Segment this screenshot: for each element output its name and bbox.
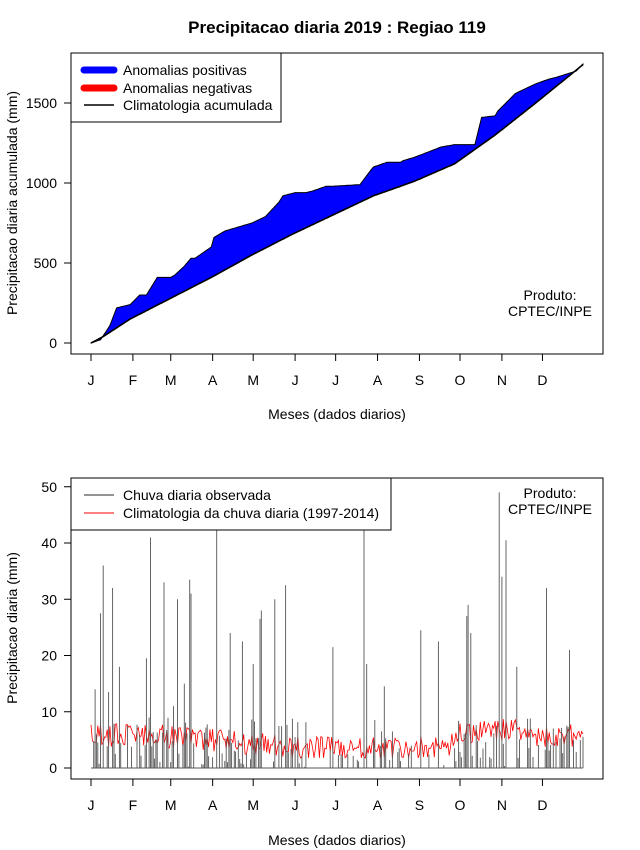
legend-label-daily-climatology: Climatologia da chuva diaria (1997-2014) [123, 505, 379, 521]
x-tick-label: N [497, 797, 507, 813]
x-tick-label: O [455, 372, 466, 388]
x-tick-label: F [129, 797, 138, 813]
x-tick-label: J [332, 797, 339, 813]
x-tick-label: A [373, 372, 383, 388]
x-tick-label: M [247, 372, 259, 388]
top-product-label: Produto: [524, 287, 577, 303]
x-tick-label: J [88, 372, 95, 388]
y-tick-label: 40 [41, 535, 57, 551]
bottom-y-axis-label: Precipitacao diaria (mm) [4, 552, 20, 704]
top-plot-frame [70, 52, 604, 355]
y-tick-label: 50 [41, 479, 57, 495]
x-tick-label: F [129, 372, 138, 388]
daily-observed-rain-bars [91, 489, 584, 769]
x-tick-label: A [208, 797, 218, 813]
bottom-y-axis: 0 10 20 30 40 50 [41, 479, 71, 776]
bottom-x-axis-label: Meses (dados diarios) [268, 832, 406, 848]
top-panel: 0 500 1000 1500 J F M A M J J A S O N D Precipitacao d… [4, 52, 604, 422]
chart-title: Precipitacao diaria 2019 : Regiao 119 [188, 18, 486, 37]
x-tick-label: A [373, 797, 383, 813]
y-tick-label: 1500 [26, 95, 57, 111]
climatology-cumulative-line [90, 63, 584, 344]
y-tick-label: 20 [41, 648, 57, 664]
x-tick-label: J [292, 797, 299, 813]
top-product-source: CPTEC/INPE [508, 303, 592, 319]
x-tick-label: J [88, 797, 95, 813]
top-y-axis-label: Precipitacao diaria acumulada (mm) [4, 91, 20, 315]
daily-climatology-path [90, 718, 584, 759]
x-tick-label: S [415, 372, 424, 388]
climatology-cumulative-path [90, 63, 584, 344]
legend-label-negative: Anomalias negativas [123, 80, 252, 96]
top-y-axis: 0 500 1000 1500 [26, 95, 71, 351]
x-tick-label: J [332, 372, 339, 388]
y-tick-label: 10 [41, 704, 57, 720]
legend-label-observed: Chuva diaria observada [123, 487, 271, 503]
y-tick-label: 0 [49, 335, 57, 351]
legend-label-climatology: Climatologia acumulada [123, 97, 273, 113]
x-tick-label: D [537, 797, 547, 813]
top-legend: Anomalias positivas Anomalias negativas … [70, 52, 282, 123]
bottom-product-source: CPTEC/INPE [508, 501, 592, 517]
bottom-legend-box [70, 477, 392, 531]
x-tick-label: S [415, 797, 424, 813]
x-tick-label: M [165, 372, 177, 388]
x-tick-label: A [208, 372, 218, 388]
x-tick-label: O [455, 797, 466, 813]
x-tick-label: J [292, 372, 299, 388]
legend-label-positive: Anomalias positivas [123, 62, 247, 78]
y-tick-label: 0 [49, 760, 57, 776]
y-tick-label: 500 [34, 255, 58, 271]
x-tick-label: D [537, 372, 547, 388]
x-tick-label: M [165, 797, 177, 813]
y-tick-label: 30 [41, 591, 57, 607]
x-tick-label: M [247, 797, 259, 813]
bottom-legend: Chuva diaria observada Climatologia da c… [70, 477, 392, 531]
y-tick-label: 1000 [26, 175, 57, 191]
bottom-panel: 0 10 20 30 40 50 J F M A M J J A S O N D Precipitacao di… [4, 477, 604, 848]
daily-climatology-line [90, 718, 584, 759]
top-x-axis-label: Meses (dados diarios) [268, 406, 406, 422]
bottom-product-label: Produto: [524, 485, 577, 501]
x-tick-label: N [497, 372, 507, 388]
